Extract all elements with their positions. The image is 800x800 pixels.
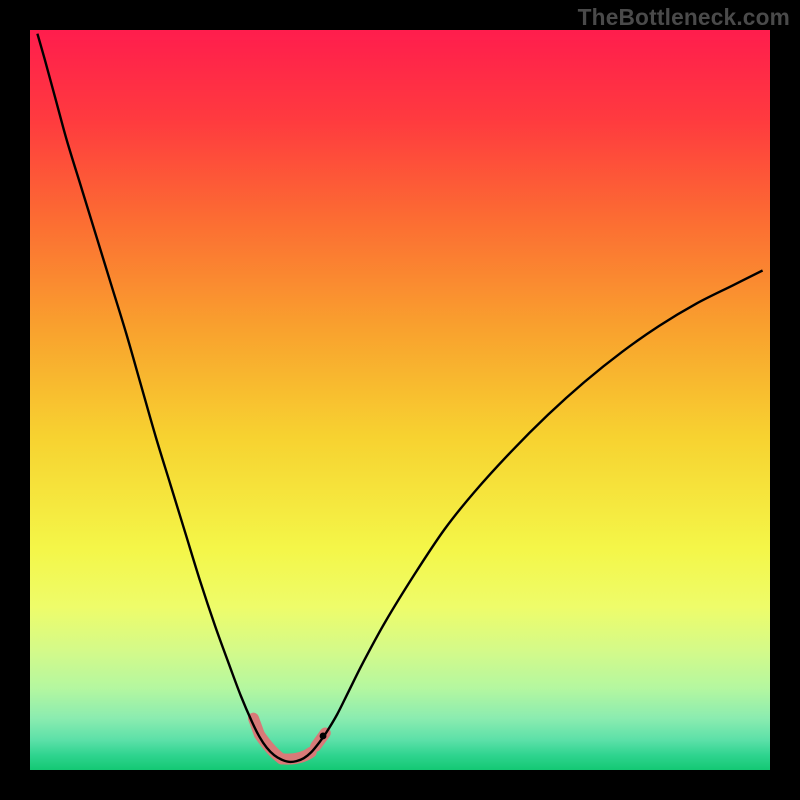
marker-dot bbox=[320, 733, 327, 740]
source-label: TheBottleneck.com bbox=[578, 4, 790, 31]
bottleneck-curve bbox=[37, 34, 762, 762]
plot-area bbox=[30, 30, 770, 770]
curve-layer bbox=[30, 30, 770, 770]
bottleneck-chart: TheBottleneck.com bbox=[0, 0, 800, 800]
